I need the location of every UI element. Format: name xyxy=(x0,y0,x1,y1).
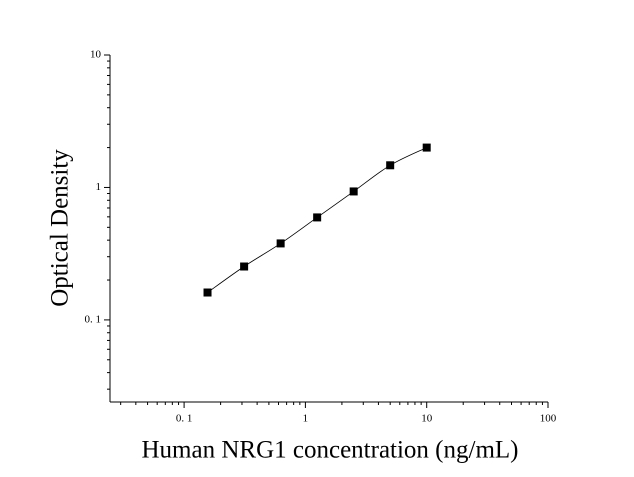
data-point xyxy=(276,239,285,248)
x-tick-label: 100 xyxy=(540,413,557,425)
x-tick-label: 1 xyxy=(303,413,309,425)
data-point xyxy=(349,187,358,196)
data-point xyxy=(422,143,431,152)
y-tick-label: 0. 1 xyxy=(85,313,102,325)
y-axis-title: Optical Density xyxy=(47,149,74,307)
data-point xyxy=(313,213,322,222)
x-axis-title: Human NRG1 concentration (ng/mL) xyxy=(142,437,519,464)
x-tick-label: 0. 1 xyxy=(176,413,193,425)
y-tick-label: 1 xyxy=(96,181,102,193)
y-tick-label: 10 xyxy=(90,49,102,61)
x-tick-label: 10 xyxy=(421,413,433,425)
data-point xyxy=(386,161,395,170)
data-point xyxy=(240,262,249,271)
data-point xyxy=(203,288,212,297)
